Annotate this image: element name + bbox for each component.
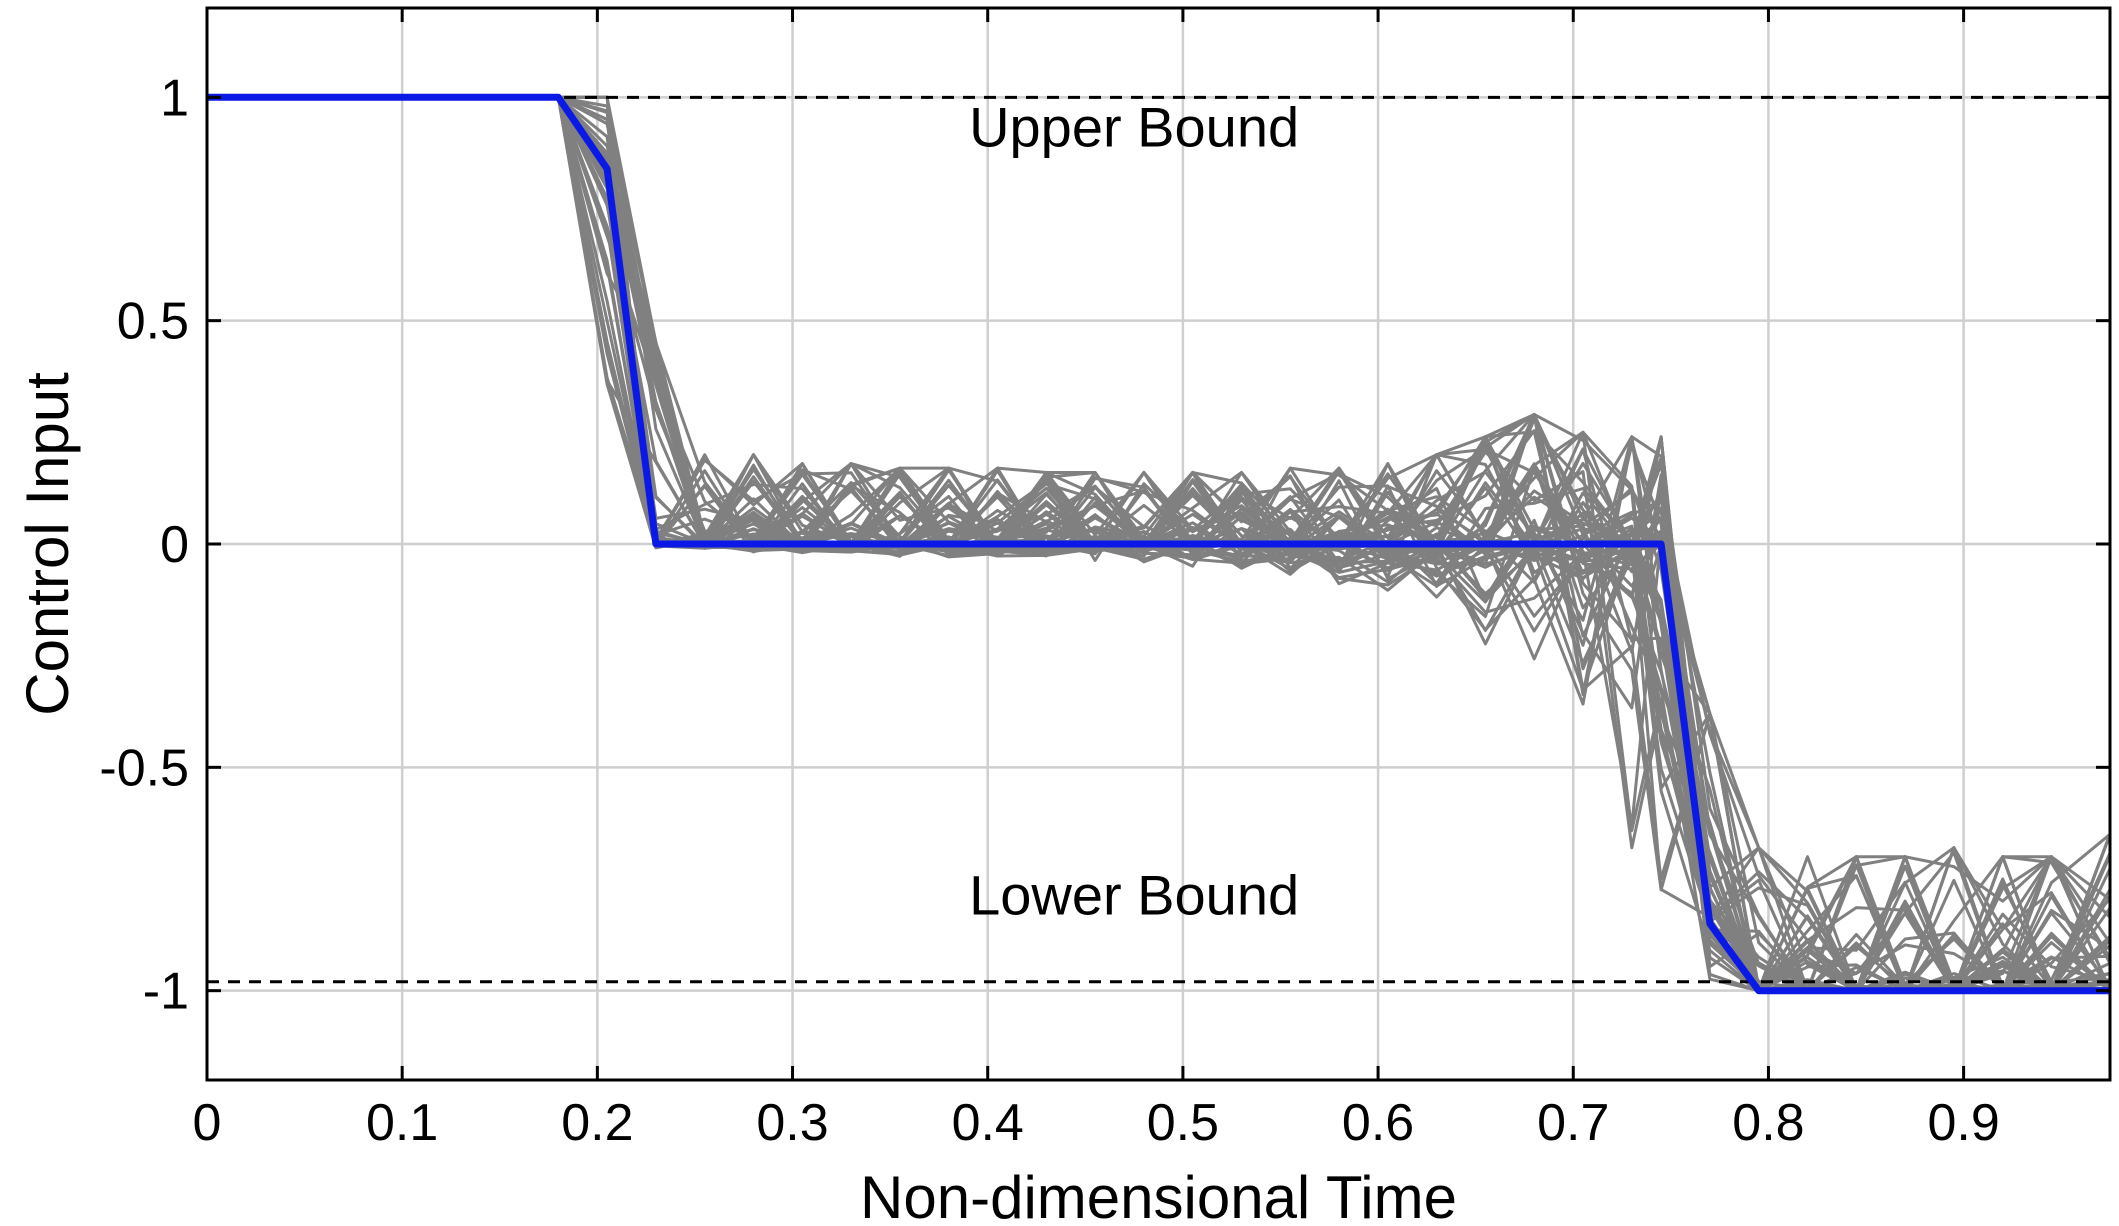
bound-label: Upper Bound	[969, 95, 1299, 158]
x-tick-label: 0	[193, 1094, 222, 1152]
series-line	[207, 93, 2110, 995]
x-tick-label: 0.1	[366, 1094, 438, 1152]
x-tick-label: 0.2	[561, 1094, 633, 1152]
y-tick-label: -1	[143, 963, 189, 1021]
x-tick-label: 0.3	[756, 1094, 828, 1152]
axis-ticks: 0 0.1 0.2 0.3 0.4 0.5 0.6 0.7 0.8 0.9 1 0.5 0 -0.5 -1	[99, 8, 2110, 1152]
x-tick-label: 0.7	[1537, 1094, 1609, 1152]
y-tick-label: 0	[160, 516, 189, 574]
x-tick-label: 0.5	[1147, 1094, 1219, 1152]
x-tick-label: 0.8	[1732, 1094, 1804, 1152]
x-tick-label: 0.9	[1927, 1094, 1999, 1152]
y-tick-label: 0.5	[117, 293, 189, 351]
y-tick-label: 1	[160, 69, 189, 127]
y-axis-label: Control Input	[14, 372, 81, 716]
ensemble-line	[207, 95, 2110, 993]
x-tick-label: 0.4	[952, 1094, 1024, 1152]
y-tick-label: -0.5	[99, 739, 189, 797]
bound-annotations: Upper Bound Lower Bound	[969, 95, 1299, 926]
x-axis-label: Non-dimensional Time	[860, 1164, 1457, 1226]
x-tick-label: 0.6	[1342, 1094, 1414, 1152]
optimal-trajectory	[207, 93, 2110, 995]
ensemble-line	[207, 95, 2110, 993]
bound-label: Lower Bound	[969, 864, 1299, 927]
